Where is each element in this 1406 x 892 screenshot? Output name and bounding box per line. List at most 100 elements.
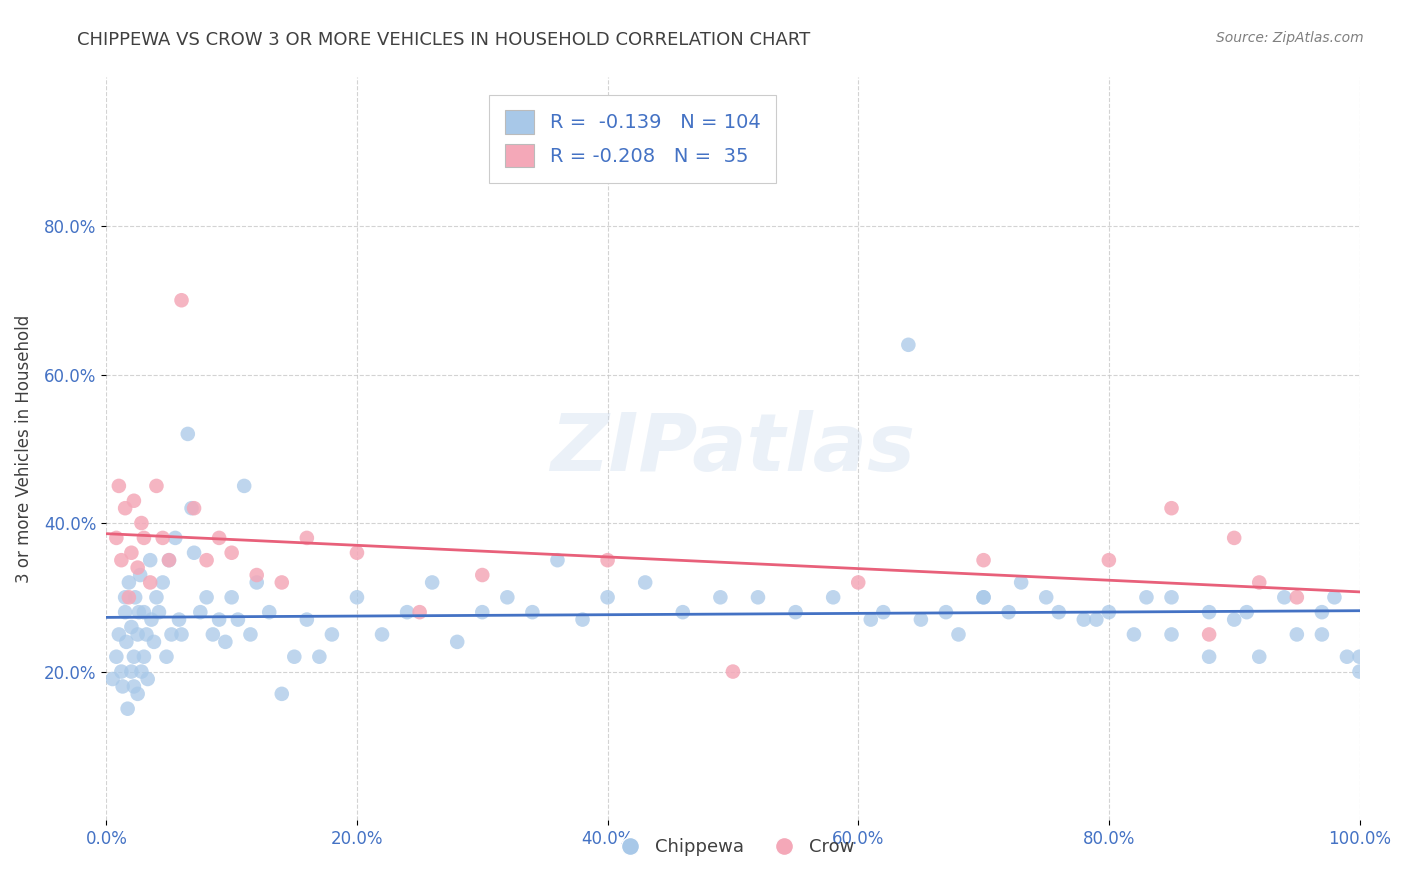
Point — [1285, 591, 1308, 605]
Point — [131, 665, 153, 679]
Point — [371, 627, 394, 641]
Text: ZIPatlas: ZIPatlas — [550, 409, 915, 488]
Point — [1348, 649, 1371, 664]
Point — [1160, 591, 1182, 605]
Point — [709, 591, 731, 605]
Point — [152, 575, 174, 590]
Point — [170, 627, 193, 641]
Point — [170, 293, 193, 308]
Point — [997, 605, 1019, 619]
Point — [145, 479, 167, 493]
Point — [1348, 665, 1371, 679]
Y-axis label: 3 or more Vehicles in Household: 3 or more Vehicles in Household — [15, 315, 32, 582]
Point — [1098, 605, 1121, 619]
Point — [1198, 605, 1220, 619]
Point — [136, 672, 159, 686]
Point — [897, 338, 920, 352]
Point — [110, 665, 132, 679]
Point — [1098, 553, 1121, 567]
Point — [295, 531, 318, 545]
Point — [221, 591, 243, 605]
Point — [973, 591, 995, 605]
Point — [131, 516, 153, 530]
Point — [446, 635, 468, 649]
Point — [1272, 591, 1295, 605]
Point — [471, 568, 494, 582]
Point — [201, 627, 224, 641]
Point — [973, 591, 995, 605]
Point — [239, 627, 262, 641]
Point — [148, 605, 170, 619]
Point — [108, 479, 131, 493]
Point — [308, 649, 330, 664]
Point — [496, 591, 519, 605]
Point — [1073, 613, 1095, 627]
Point — [1223, 613, 1246, 627]
Point — [108, 627, 131, 641]
Point — [420, 575, 443, 590]
Point — [672, 605, 695, 619]
Point — [226, 613, 249, 627]
Point — [101, 672, 124, 686]
Point — [747, 591, 769, 605]
Point — [135, 627, 157, 641]
Point — [155, 649, 177, 664]
Point — [1122, 627, 1144, 641]
Point — [117, 702, 139, 716]
Text: CHIPPEWA VS CROW 3 OR MORE VEHICLES IN HOUSEHOLD CORRELATION CHART: CHIPPEWA VS CROW 3 OR MORE VEHICLES IN H… — [77, 31, 811, 49]
Point — [1323, 591, 1346, 605]
Point — [122, 493, 145, 508]
Point — [948, 627, 970, 641]
Point — [139, 575, 162, 590]
Point — [142, 635, 165, 649]
Point — [114, 501, 136, 516]
Point — [152, 531, 174, 545]
Point — [910, 613, 932, 627]
Point — [188, 605, 211, 619]
Point — [1223, 531, 1246, 545]
Point — [157, 553, 180, 567]
Point — [132, 649, 155, 664]
Point — [128, 605, 150, 619]
Point — [257, 605, 280, 619]
Point — [129, 568, 152, 582]
Point — [596, 591, 619, 605]
Point — [132, 605, 155, 619]
Point — [122, 649, 145, 664]
Point — [522, 605, 544, 619]
Point — [1135, 591, 1157, 605]
Point — [105, 531, 128, 545]
Point — [145, 591, 167, 605]
Legend: Chippewa, Crow: Chippewa, Crow — [605, 830, 862, 863]
Point — [183, 501, 205, 516]
Point — [1160, 501, 1182, 516]
Point — [859, 613, 882, 627]
Point — [165, 531, 187, 545]
Point — [1085, 613, 1108, 627]
Point — [124, 591, 146, 605]
Point — [114, 605, 136, 619]
Point — [127, 687, 149, 701]
Text: Source: ZipAtlas.com: Source: ZipAtlas.com — [1216, 31, 1364, 45]
Point — [634, 575, 657, 590]
Point — [546, 553, 568, 567]
Point — [208, 531, 231, 545]
Point — [471, 605, 494, 619]
Point — [246, 575, 269, 590]
Point — [111, 680, 134, 694]
Point — [115, 635, 138, 649]
Point — [283, 649, 305, 664]
Point — [1285, 627, 1308, 641]
Point — [785, 605, 807, 619]
Point — [105, 649, 128, 664]
Point — [139, 553, 162, 567]
Point — [346, 546, 368, 560]
Point — [233, 479, 256, 493]
Point — [1035, 591, 1057, 605]
Point — [1198, 627, 1220, 641]
Point — [214, 635, 236, 649]
Point — [118, 575, 141, 590]
Point — [141, 613, 163, 627]
Point — [346, 591, 368, 605]
Point — [195, 591, 218, 605]
